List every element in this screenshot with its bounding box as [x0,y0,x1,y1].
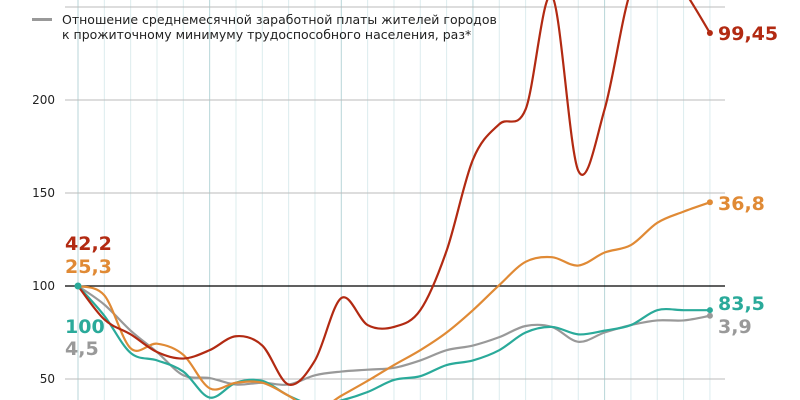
y-tick-label: 150 [32,186,55,200]
start-label-red: 42,2 [65,233,112,255]
end-point-gray [706,312,713,319]
start-label-gray: 4,5 [65,338,99,360]
legend: Отношение среднемесячной заработной плат… [32,12,497,42]
series-line-teal [77,285,710,400]
start-point [74,282,82,290]
y-tick-label: 50 [40,372,55,386]
series-line-red [77,0,711,386]
end-label-gray: 3,9 [718,316,752,338]
end-point-orange [706,199,713,206]
y-tick-label: 100 [32,279,55,293]
end-label-teal: 83,5 [718,293,765,315]
legend-line-1: Отношение среднемесячной заработной плат… [62,12,497,27]
start-label-teal: 100 [65,316,105,338]
legend-label: Отношение среднемесячной заработной плат… [62,12,497,42]
legend-line-2: к прожиточному минимуму трудоспособного … [62,27,472,42]
end-label-orange: 36,8 [718,193,765,215]
series-line-gray [77,285,711,386]
y-tick-label: 200 [32,93,55,107]
legend-swatch-gray [32,18,52,21]
end-label-red: 99,45 [718,23,778,45]
end-point-red [706,30,713,37]
start-label-orange: 25,3 [65,256,112,278]
series-line-orange [77,201,711,400]
end-point-teal [706,307,713,314]
